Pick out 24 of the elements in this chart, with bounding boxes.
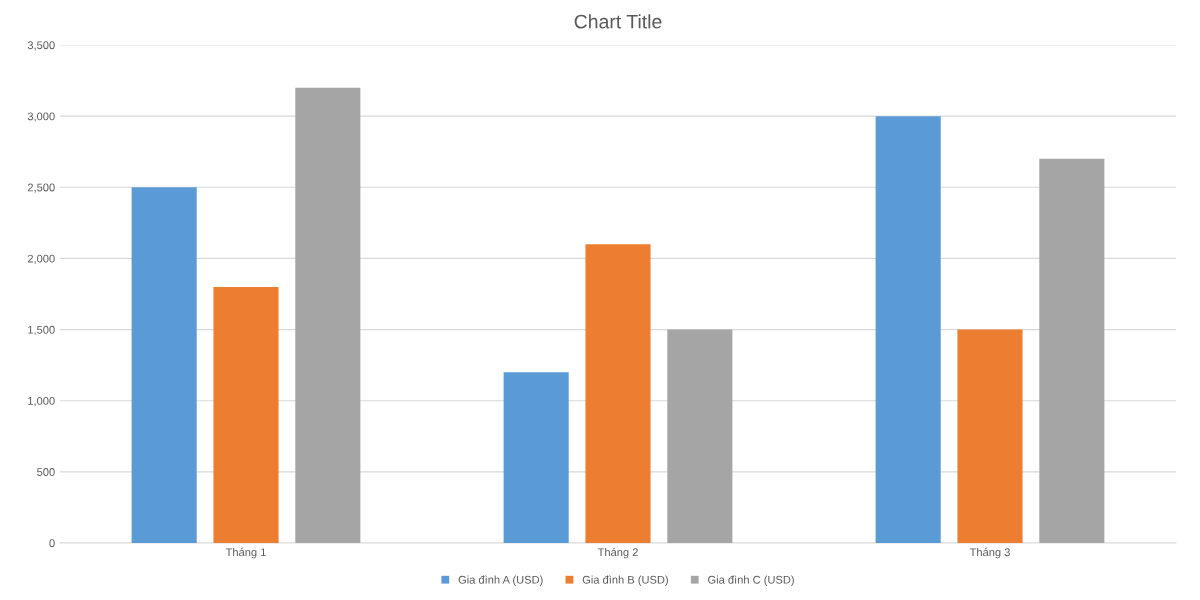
legend-label: Gia đình C (USD) [708,575,794,586]
bar [213,286,279,543]
bar [295,87,361,543]
legend-label: Gia đình A (USD) [458,575,543,586]
bar [503,372,569,543]
y-tick-label: 3,000 [27,112,55,122]
y-tick-label: 0 [49,539,55,548]
y-tick-label: 2,500 [27,183,55,193]
bar [585,244,651,543]
bar [131,187,197,543]
legend-label: Gia đình B (USD) [582,575,668,586]
y-tick-label: 3,500 [27,41,55,51]
bar [1039,158,1105,543]
x-tick-label: Tháng 3 [969,547,1010,559]
y-tick-label: 500 [37,468,55,476]
y-tick-label: 1,000 [28,396,55,407]
bar [667,329,733,543]
x-tick-label: Tháng 1 [225,547,266,559]
bar [957,329,1023,543]
bar [875,116,941,543]
x-tick-label: Tháng 2 [597,547,638,559]
y-tick-label: 1,500 [28,325,55,336]
chart-title: Chart Title [574,14,662,29]
y-tick-label: 2,000 [27,254,55,264]
